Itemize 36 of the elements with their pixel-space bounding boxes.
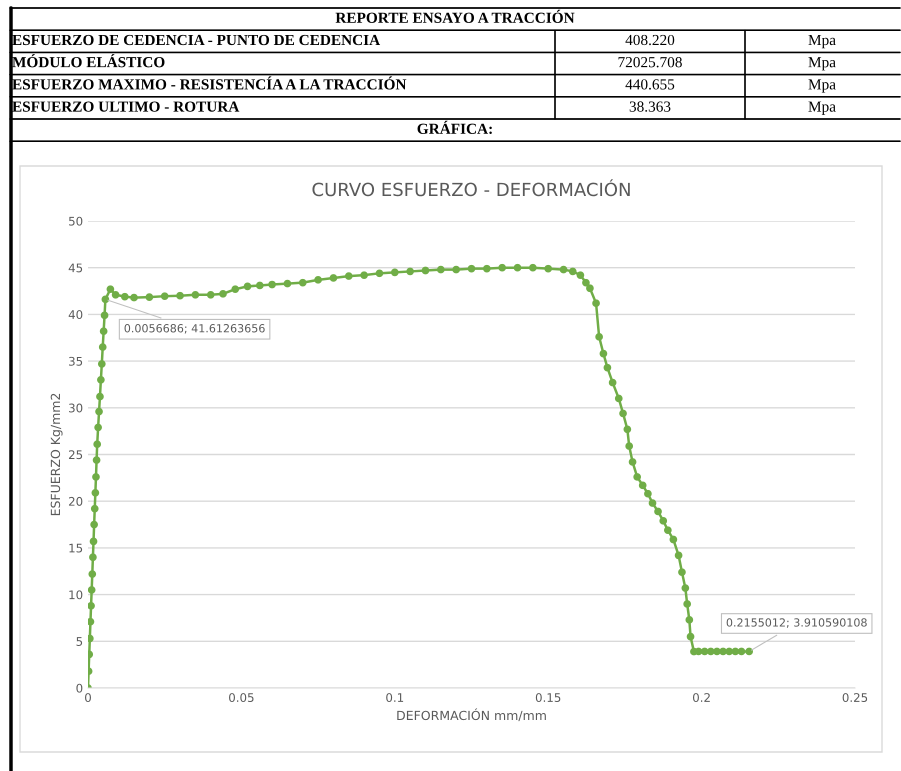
text: ESFUERZO DE CEDENCIA - PUNTO DE CEDENCIA: [12, 34, 380, 46]
x-tick-label: 0.25: [842, 693, 868, 702]
x-tick-label: 0.1: [386, 693, 404, 702]
text: 440.655: [625, 79, 674, 90]
y-tick-label: 0: [76, 684, 82, 693]
x-tick-label: 0.05: [229, 693, 254, 702]
x-axis-title: DEFORMACIÓN mm/mm: [397, 708, 546, 722]
y-tick-label: 25: [68, 450, 82, 460]
y-tick-label: 20: [68, 496, 82, 506]
y-tick-label: 15: [69, 544, 82, 553]
text: GRÁFICA:: [418, 120, 492, 134]
y-axis-title: ESFUERZO Kg/mm2: [50, 394, 63, 516]
x-tick-label: 0: [85, 693, 91, 702]
text: ESFUERZO ULTIMO - ROTURA: [12, 101, 240, 112]
text: 408.220: [625, 34, 674, 46]
y-tick-label: 35: [69, 356, 82, 366]
y-tick-label: 50: [69, 216, 82, 226]
y-tick-label: 5: [76, 637, 82, 646]
annotation: 0.2155012; 3.910590108: [726, 618, 867, 628]
y-tick-label: 30: [69, 404, 82, 412]
y-tick-label: 45: [68, 264, 82, 272]
text: Mpa: [808, 102, 836, 115]
text: MÓDULO ELÁSTICO: [12, 54, 164, 68]
text: 38.363: [630, 101, 670, 112]
text: REPORTE ENSAYO A TRACCIÓN: [336, 10, 574, 23]
chart-title: CURVO ESFUERZO - DEFORMACIÓN: [312, 179, 630, 196]
text: Mpa: [808, 57, 836, 70]
x-tick-label: 0.2: [692, 693, 710, 702]
text: Mpa: [808, 34, 836, 48]
annotation: 0.0056686; 41.61263656: [124, 324, 265, 334]
text: Mpa: [808, 79, 836, 93]
y-tick-label: 10: [69, 590, 82, 600]
y-tick-label: 40: [68, 310, 82, 320]
text: 72025.708: [618, 57, 682, 68]
x-tick-label: 0.15: [536, 693, 560, 702]
text: ESFUERZO MAXIMO - RESISTENCÍA A LA TRACCIÓN: [12, 76, 406, 90]
